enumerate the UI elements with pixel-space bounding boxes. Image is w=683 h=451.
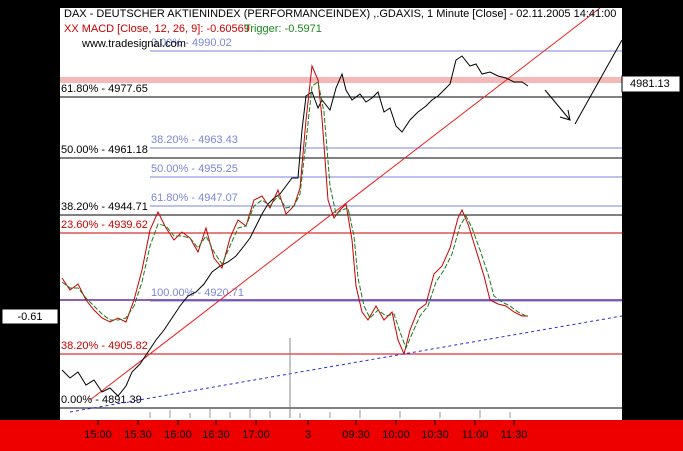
arrow-up [574,39,623,125]
time-label: 15:00 [84,429,112,441]
indicator-label: XX MACD [Close, 12, 26, 9]: -0.60569 [64,23,250,35]
trigger-line [61,81,527,350]
red-trendline [89,7,601,401]
time-label: 3 [305,429,311,441]
level-label: 38.20% - 4905.82 [61,340,148,352]
time-label: 11:00 [462,429,489,441]
time-label: 11:30 [501,429,528,441]
level-label: 50.00% - 4961.18 [61,144,148,156]
time-label: 17:00 [242,429,270,441]
time-label: 09:30 [342,429,370,441]
time-label: 10:30 [421,429,449,441]
level-label: 61.80% - 4947.07 [151,192,238,204]
level-label: 0.00% - 4990.02 [151,37,232,49]
time-label: 10:00 [382,429,410,441]
time-label: 16:00 [164,429,192,441]
level-label: 0.00% - 4891.39 [61,394,142,406]
chart-title: DAX - DEUTSCHER AKTIENINDEX (PERFORMANCE… [64,8,616,20]
price-label-box [621,75,681,93]
macd-label-box [1,308,59,325]
trigger-label: Trigger: -0.5971 [244,23,322,35]
level-label: 100.00% - 4920.71 [151,287,244,299]
level-label: 61.80% - 4977.65 [61,83,148,95]
level-label: 38.20% - 4963.43 [151,134,238,146]
time-label: 15:30 [124,429,152,441]
macd-label: -0.61 [17,311,42,323]
macd-line [61,64,528,356]
price-label: 4981.13 [630,78,670,90]
volume-bars [149,408,511,418]
time-axis: 15:00 15:30 16:00 16:30 17:00 3 09:30 10:00 10:3… [84,420,527,441]
price-band [60,77,622,83]
arrow-down [544,89,571,121]
level-label: 50.00% - 4955.25 [151,163,238,175]
level-label: 23.60% - 4939.62 [61,219,148,231]
price-curve [61,55,529,397]
level-label: 38.20% - 4944.71 [61,201,148,213]
time-axis-band [0,420,683,451]
watermark: www.tradesignal.com [81,38,186,50]
time-label: 16:30 [202,429,230,441]
arrow-head [559,109,571,121]
